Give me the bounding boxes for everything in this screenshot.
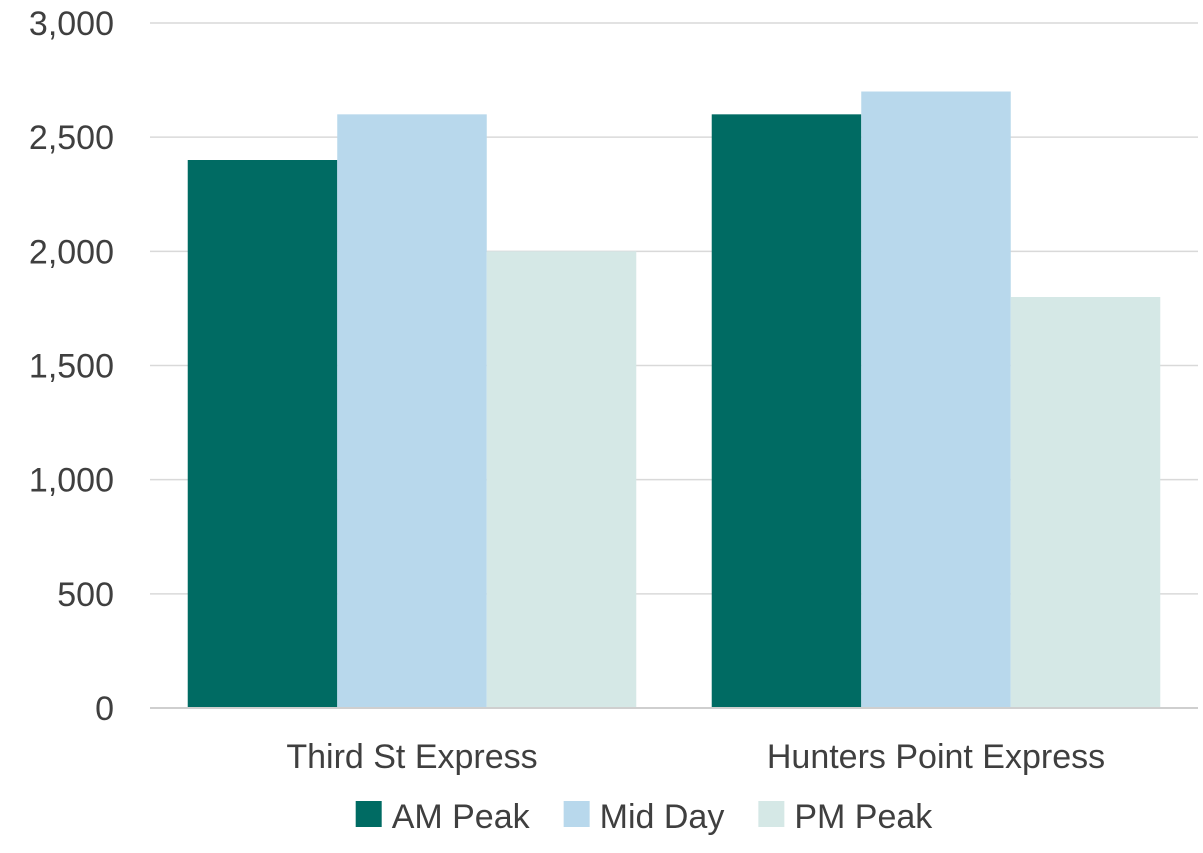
legend: AM Peak Mid Day PM Peak: [355, 798, 933, 836]
bar-pm-peak: [486, 251, 637, 709]
y-tick-label: 2,500: [29, 119, 114, 157]
bar-mid-day: [337, 114, 487, 709]
legend-swatch-mid-day: [563, 801, 590, 827]
legend-swatch-am-peak: [355, 801, 382, 827]
y-tick-label: 500: [57, 576, 114, 614]
x-axis-category-labels: Third St Express Hunters Point Express: [286, 738, 1105, 776]
x-category-label: Hunters Point Express: [767, 738, 1105, 776]
y-tick-label: 2,000: [29, 233, 114, 271]
y-tick-label: 0: [95, 690, 114, 728]
y-axis-tick-labels: 0 500 1,000 1,500 2,000 2,500 3,000: [29, 5, 114, 728]
x-category-label: Third St Express: [286, 738, 537, 776]
legend-label: AM Peak: [392, 798, 531, 836]
y-tick-label: 3,000: [29, 5, 114, 43]
bar-mid-day: [861, 91, 1011, 708]
legend-swatch-pm-peak: [758, 801, 785, 827]
bar-am-peak: [711, 114, 862, 709]
legend-label: PM Peak: [794, 798, 933, 836]
legend-label: Mid Day: [600, 798, 725, 836]
bars: [187, 91, 1161, 709]
bar-pm-peak: [1010, 297, 1161, 708]
y-tick-label: 1,500: [29, 348, 114, 386]
y-tick-label: 1,000: [29, 462, 114, 500]
bar-am-peak: [187, 160, 338, 708]
